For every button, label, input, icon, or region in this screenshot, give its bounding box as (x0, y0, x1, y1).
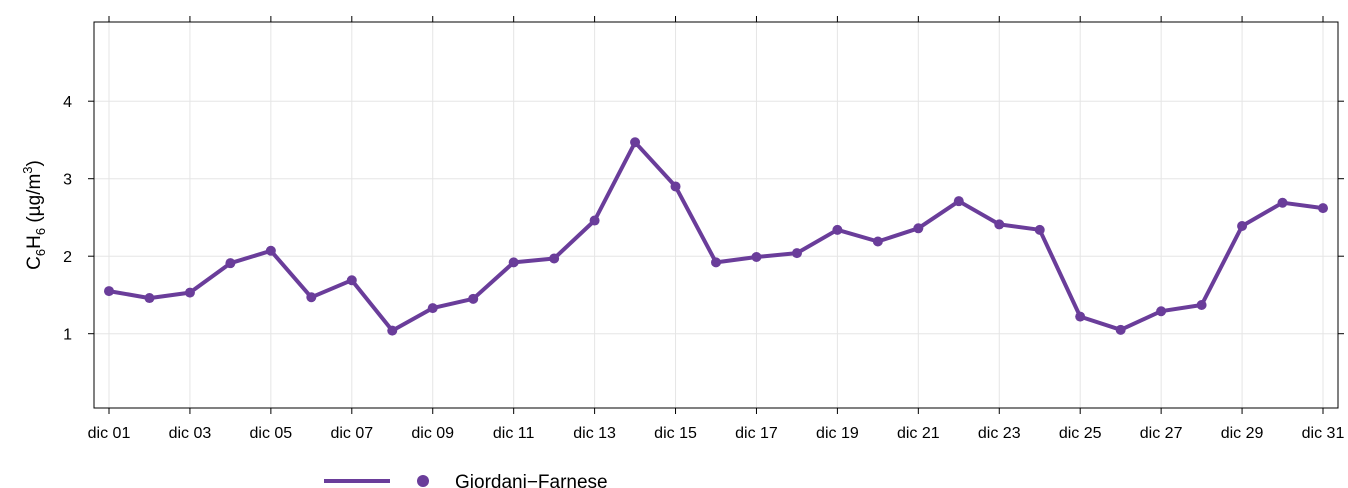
x-tick-label: dic 31 (1302, 425, 1345, 442)
data-point (1237, 220, 1248, 231)
plot-frame (93, 21, 1339, 409)
grid-lines (94, 22, 1338, 408)
data-point (306, 292, 317, 303)
data-point (913, 223, 924, 234)
data-point (1277, 197, 1288, 208)
data-point (1156, 306, 1167, 317)
y-axis-title-sub1: 6 (33, 249, 48, 256)
data-point (1075, 311, 1086, 322)
data-point (1196, 300, 1207, 311)
x-tick-label: dic 05 (250, 425, 293, 442)
data-point (387, 325, 398, 336)
data-point (832, 224, 843, 235)
x-axis: dic 01 dic 03 dic 05 dic 07 dic 09 dic 11 dic … (88, 16, 1345, 442)
data-point (670, 181, 681, 192)
x-tick-label: dic 07 (330, 425, 373, 442)
legend-point-swatch (417, 475, 429, 487)
x-tick-label: dic 23 (978, 425, 1021, 442)
data-point (751, 251, 762, 262)
data-point (468, 293, 479, 304)
x-tick-label: dic 11 (493, 425, 535, 442)
x-tick-label: dic 19 (816, 425, 859, 442)
data-point (508, 257, 519, 268)
x-tick-label: dic 01 (88, 425, 131, 442)
data-point (549, 253, 560, 264)
data-point (1318, 203, 1328, 214)
x-tick-label: dic 21 (897, 425, 940, 442)
legend-label: Giordani−Farnese (455, 472, 608, 488)
data-point (265, 245, 276, 256)
x-tick-label: dic 03 (169, 425, 212, 442)
y-axis-title: C6H6 (µg/m3) (20, 160, 48, 270)
data-point (1034, 224, 1045, 235)
legend: Giordani−Farnese (324, 472, 608, 488)
x-tick-label: dic 09 (411, 425, 454, 442)
data-point (994, 219, 1005, 230)
data-point (427, 303, 438, 314)
data-point (953, 196, 964, 207)
series-layer (104, 137, 1328, 336)
x-tick-label: dic 17 (735, 425, 778, 442)
x-tick-label: dic 29 (1221, 425, 1264, 442)
x-tick-label: dic 15 (654, 425, 697, 442)
data-point (104, 286, 114, 297)
data-point (872, 236, 883, 247)
y-tick-label: 3 (63, 172, 72, 189)
data-point (346, 275, 357, 286)
data-point (589, 215, 600, 226)
y-tick-label: 2 (63, 249, 72, 266)
y-axis-title-sup: 3 (20, 166, 35, 173)
data-point (184, 287, 195, 298)
data-point (711, 257, 721, 268)
x-tick-label: dic 13 (573, 425, 616, 442)
data-point (144, 293, 155, 304)
y-axis: 1 2 3 4 (63, 94, 1344, 344)
x-tick-label: dic 27 (1140, 425, 1183, 442)
x-tick-label: dic 25 (1059, 425, 1102, 442)
y-axis-title-sub2: 6 (33, 228, 48, 235)
series-line (107, 140, 1325, 333)
data-point (225, 258, 236, 269)
data-point (791, 248, 802, 259)
data-point (630, 137, 641, 148)
y-tick-label: 1 (63, 327, 72, 344)
y-tick-label: 4 (63, 94, 72, 111)
data-point (1115, 324, 1126, 335)
